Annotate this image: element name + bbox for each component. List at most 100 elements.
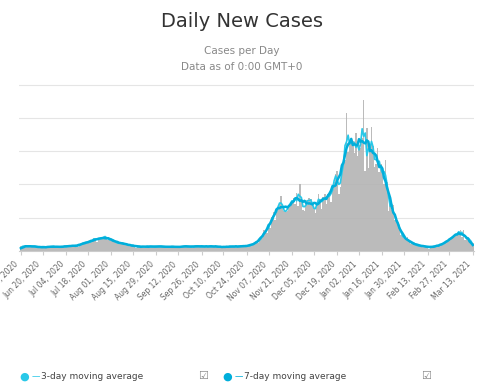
- Bar: [338, 195, 340, 251]
- Bar: [321, 209, 322, 251]
- Bar: [470, 242, 472, 251]
- Bar: [464, 240, 466, 251]
- Bar: [23, 246, 25, 251]
- Bar: [79, 245, 81, 251]
- Bar: [333, 182, 335, 251]
- Bar: [32, 247, 34, 251]
- Text: ●: ●: [223, 371, 232, 381]
- Bar: [178, 247, 179, 251]
- Bar: [168, 247, 170, 251]
- Bar: [293, 198, 294, 251]
- Bar: [341, 168, 343, 251]
- Bar: [170, 246, 171, 251]
- Bar: [202, 247, 204, 251]
- Bar: [53, 247, 54, 251]
- Bar: [408, 241, 409, 251]
- Bar: [358, 146, 360, 251]
- Bar: [204, 246, 206, 251]
- Bar: [123, 244, 124, 251]
- Bar: [330, 202, 332, 251]
- Bar: [100, 239, 101, 251]
- Bar: [468, 237, 469, 251]
- Bar: [376, 164, 377, 251]
- Bar: [31, 246, 32, 251]
- Bar: [132, 246, 134, 251]
- Bar: [117, 244, 118, 251]
- Bar: [266, 233, 268, 251]
- Bar: [407, 237, 408, 251]
- Bar: [244, 246, 246, 251]
- Bar: [67, 247, 68, 251]
- Bar: [378, 172, 380, 251]
- Bar: [157, 247, 159, 251]
- Bar: [430, 247, 431, 251]
- Bar: [196, 245, 198, 251]
- Bar: [92, 240, 93, 251]
- Bar: [402, 235, 404, 251]
- Bar: [140, 247, 142, 251]
- Bar: [348, 152, 349, 251]
- Bar: [299, 184, 301, 251]
- Bar: [318, 194, 319, 251]
- Bar: [257, 243, 258, 251]
- Bar: [397, 223, 399, 251]
- Bar: [87, 242, 89, 251]
- Bar: [238, 246, 240, 251]
- Bar: [234, 247, 235, 251]
- Bar: [150, 247, 151, 251]
- Bar: [223, 247, 224, 251]
- Bar: [381, 171, 383, 251]
- Bar: [294, 204, 296, 251]
- Bar: [436, 247, 438, 251]
- Text: Cases per Day: Cases per Day: [204, 46, 280, 56]
- Bar: [142, 246, 143, 251]
- Bar: [254, 244, 256, 251]
- Bar: [148, 245, 150, 251]
- Bar: [276, 208, 277, 251]
- Bar: [44, 247, 45, 251]
- Bar: [129, 245, 131, 251]
- Bar: [304, 211, 305, 251]
- Bar: [70, 246, 72, 251]
- Bar: [224, 247, 226, 251]
- Bar: [46, 246, 48, 251]
- Bar: [279, 205, 280, 251]
- Bar: [282, 209, 284, 251]
- Bar: [187, 247, 188, 251]
- Bar: [371, 127, 372, 251]
- Bar: [274, 220, 276, 251]
- Bar: [458, 232, 459, 251]
- Bar: [220, 247, 221, 251]
- Bar: [90, 242, 92, 251]
- Bar: [414, 244, 416, 251]
- Bar: [201, 247, 202, 251]
- Bar: [344, 160, 346, 251]
- Bar: [185, 245, 187, 251]
- Bar: [193, 247, 195, 251]
- Bar: [50, 247, 51, 251]
- Bar: [65, 247, 67, 251]
- Bar: [287, 211, 288, 251]
- Bar: [424, 245, 425, 251]
- Bar: [291, 202, 293, 251]
- Bar: [391, 210, 393, 251]
- Bar: [439, 245, 441, 251]
- Bar: [152, 247, 154, 251]
- Bar: [213, 246, 215, 251]
- Bar: [404, 238, 405, 251]
- Bar: [237, 247, 238, 251]
- Bar: [405, 240, 407, 251]
- Bar: [76, 245, 78, 251]
- Bar: [380, 164, 381, 251]
- Bar: [22, 247, 23, 251]
- Bar: [162, 246, 164, 251]
- Bar: [59, 246, 60, 251]
- Bar: [322, 197, 324, 251]
- Bar: [332, 186, 333, 251]
- Bar: [86, 242, 87, 251]
- Bar: [89, 243, 90, 251]
- Bar: [355, 133, 357, 251]
- Bar: [160, 247, 162, 251]
- Bar: [58, 247, 59, 251]
- Bar: [369, 151, 371, 251]
